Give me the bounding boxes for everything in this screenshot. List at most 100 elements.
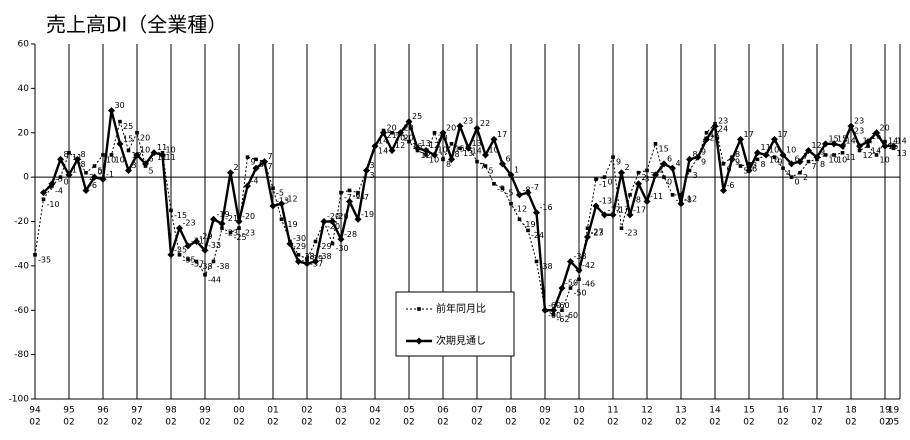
data-label: 13: [897, 149, 907, 158]
x-tick-label: 02: [97, 418, 108, 428]
marker: [125, 166, 132, 174]
data-label: 9: [735, 158, 740, 167]
data-label: -13: [599, 196, 612, 205]
data-label: 20: [710, 133, 720, 142]
data-label: -25: [234, 233, 247, 242]
marker: [516, 191, 523, 199]
legend-box: [395, 291, 515, 357]
x-tick-label: 02: [199, 418, 210, 428]
data-label: -35: [38, 255, 51, 264]
data-label: 1: [72, 165, 77, 174]
marker: [422, 147, 430, 154]
marker: [313, 239, 318, 244]
marker: [619, 226, 624, 230]
marker: [568, 286, 573, 290]
marker: [747, 162, 751, 166]
marker: [524, 189, 532, 197]
marker: [737, 135, 744, 143]
marker: [560, 308, 564, 313]
marker: [517, 217, 522, 222]
x-tick-label: 02: [29, 418, 40, 428]
marker: [609, 211, 617, 219]
data-label: -16: [540, 203, 553, 212]
x-tick-label: 03: [335, 406, 346, 416]
marker: [738, 164, 743, 168]
marker: [201, 246, 209, 254]
marker: [662, 175, 666, 179]
x-tick-label: 96: [97, 406, 109, 416]
data-label: 9: [701, 158, 706, 167]
marker: [228, 230, 233, 235]
x-tick-label: 17: [811, 406, 822, 416]
data-label: 5: [98, 167, 103, 176]
data-label: 20: [446, 123, 456, 132]
marker: [823, 153, 828, 157]
data-label: 0: [608, 178, 613, 187]
data-label: -12: [684, 194, 697, 203]
x-tick-label: 14: [709, 406, 721, 416]
x-tick-label: 97: [131, 406, 142, 416]
marker: [728, 155, 736, 163]
marker: [424, 153, 428, 157]
marker: [669, 164, 676, 172]
marker: [703, 135, 710, 143]
marker: [142, 160, 149, 168]
data-label: 15: [829, 134, 839, 143]
marker: [592, 202, 600, 210]
data-label: -1: [599, 180, 607, 189]
data-label: 13: [421, 139, 431, 148]
data-label: 8: [455, 150, 460, 159]
data-label: -27: [591, 228, 604, 237]
data-label: -37: [191, 260, 204, 269]
data-label: -28: [344, 230, 357, 239]
data-label: -17: [633, 205, 646, 214]
marker: [218, 220, 226, 228]
data-label: 10: [786, 145, 796, 154]
x-tick-label: 19: [888, 406, 900, 416]
x-tick-label: 10: [573, 406, 585, 416]
x-tick-label: 18: [845, 406, 857, 416]
data-label: 10: [115, 155, 125, 164]
marker: [806, 159, 811, 164]
marker: [135, 130, 139, 135]
x-tick-label: 02: [811, 418, 822, 428]
x-tick-label: 02: [641, 418, 652, 428]
data-label: 23: [718, 117, 728, 126]
data-label: 15: [123, 134, 133, 143]
marker: [92, 164, 97, 168]
marker: [330, 241, 335, 246]
legend-label: 次期見通し: [436, 334, 486, 347]
data-label: 5: [744, 167, 749, 176]
x-tick-label: 02: [165, 418, 176, 428]
data-label: -8: [633, 195, 641, 204]
marker: [585, 226, 590, 230]
marker: [169, 208, 173, 213]
data-label: 8: [446, 160, 451, 169]
data-label: 3: [370, 161, 375, 170]
x-tick-label: 12: [641, 406, 652, 416]
data-label: -19: [361, 210, 374, 219]
marker: [611, 155, 615, 159]
marker: [167, 251, 175, 259]
data-label: -19: [285, 220, 298, 229]
marker: [601, 211, 608, 219]
marker: [526, 228, 530, 233]
marker: [210, 215, 217, 223]
data-label: 10: [769, 155, 779, 164]
marker: [626, 211, 634, 219]
marker: [635, 180, 642, 188]
x-tick-label: 19: [879, 406, 891, 416]
data-label: -20: [327, 222, 340, 231]
marker: [441, 157, 445, 162]
marker: [534, 259, 539, 264]
data-label: 10: [106, 155, 116, 164]
marker: [194, 259, 199, 264]
data-label: 14: [846, 137, 856, 146]
x-tick-label: 02: [63, 418, 74, 428]
data-label: 2: [234, 163, 239, 172]
marker: [755, 157, 760, 162]
data-label: 5: [149, 167, 154, 176]
x-tick-label: 02: [437, 418, 448, 428]
marker: [771, 135, 778, 143]
